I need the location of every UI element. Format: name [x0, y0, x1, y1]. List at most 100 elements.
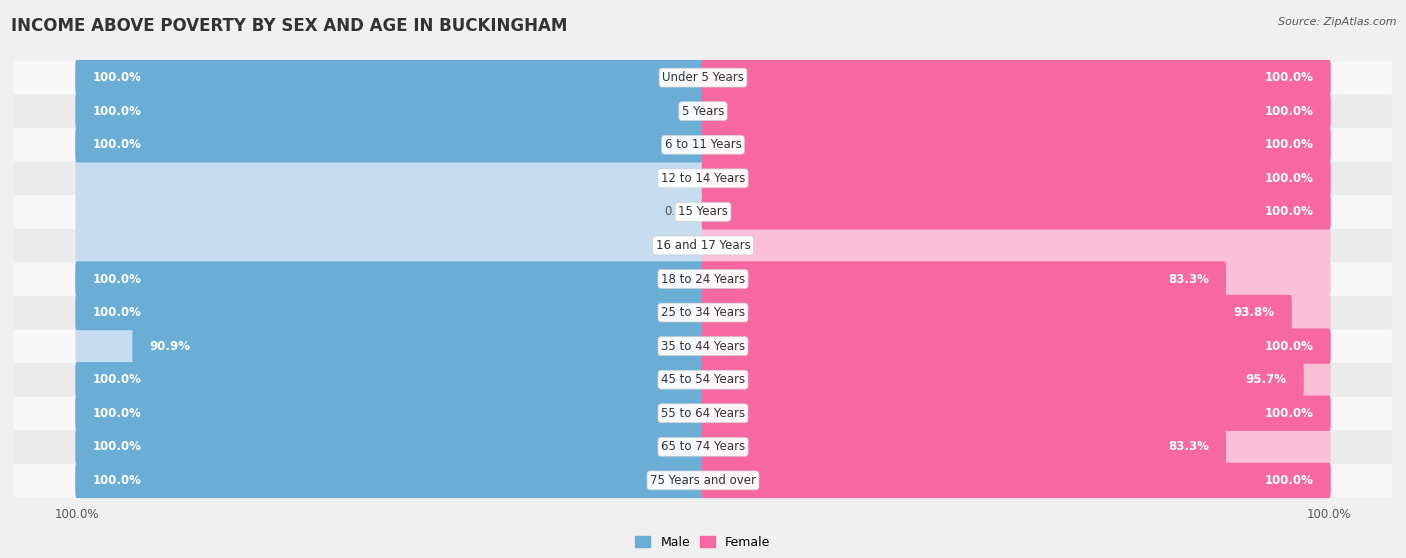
- Text: 100.0%: 100.0%: [93, 138, 141, 151]
- Text: 75 Years and over: 75 Years and over: [650, 474, 756, 487]
- FancyBboxPatch shape: [76, 228, 704, 263]
- FancyBboxPatch shape: [702, 60, 1330, 95]
- FancyBboxPatch shape: [702, 60, 1330, 95]
- FancyBboxPatch shape: [14, 262, 1392, 296]
- FancyBboxPatch shape: [702, 94, 1330, 129]
- FancyBboxPatch shape: [702, 362, 1330, 397]
- Text: 100.0%: 100.0%: [93, 373, 141, 386]
- FancyBboxPatch shape: [76, 161, 704, 196]
- FancyBboxPatch shape: [702, 396, 1330, 431]
- FancyBboxPatch shape: [702, 463, 1330, 498]
- Text: 35 to 44 Years: 35 to 44 Years: [661, 340, 745, 353]
- Text: 100.0%: 100.0%: [93, 440, 141, 453]
- Text: 100.0%: 100.0%: [93, 407, 141, 420]
- FancyBboxPatch shape: [76, 94, 704, 129]
- Text: Under 5 Years: Under 5 Years: [662, 71, 744, 84]
- FancyBboxPatch shape: [702, 228, 1330, 263]
- FancyBboxPatch shape: [76, 60, 704, 95]
- FancyBboxPatch shape: [702, 127, 1330, 162]
- FancyBboxPatch shape: [702, 261, 1330, 297]
- FancyBboxPatch shape: [702, 329, 1330, 364]
- Text: 100.0%: 100.0%: [1265, 340, 1313, 353]
- FancyBboxPatch shape: [702, 261, 1226, 297]
- Text: 83.3%: 83.3%: [1168, 440, 1209, 453]
- Text: INCOME ABOVE POVERTY BY SEX AND AGE IN BUCKINGHAM: INCOME ABOVE POVERTY BY SEX AND AGE IN B…: [11, 17, 568, 35]
- Text: 0.0%: 0.0%: [664, 239, 693, 252]
- FancyBboxPatch shape: [14, 329, 1392, 363]
- Text: 5 Years: 5 Years: [682, 105, 724, 118]
- FancyBboxPatch shape: [76, 463, 704, 498]
- FancyBboxPatch shape: [76, 329, 704, 364]
- FancyBboxPatch shape: [702, 429, 1226, 464]
- Text: 100.0%: 100.0%: [93, 71, 141, 84]
- FancyBboxPatch shape: [14, 161, 1392, 195]
- FancyBboxPatch shape: [14, 94, 1392, 128]
- Text: 100.0%: 100.0%: [93, 105, 141, 118]
- FancyBboxPatch shape: [76, 362, 704, 397]
- FancyBboxPatch shape: [76, 362, 704, 397]
- FancyBboxPatch shape: [76, 261, 704, 297]
- FancyBboxPatch shape: [14, 397, 1392, 430]
- Text: 12 to 14 Years: 12 to 14 Years: [661, 172, 745, 185]
- FancyBboxPatch shape: [14, 195, 1392, 229]
- FancyBboxPatch shape: [76, 429, 704, 464]
- FancyBboxPatch shape: [14, 464, 1392, 497]
- FancyBboxPatch shape: [14, 363, 1392, 397]
- Text: 45 to 54 Years: 45 to 54 Years: [661, 373, 745, 386]
- Text: Source: ZipAtlas.com: Source: ZipAtlas.com: [1278, 17, 1396, 27]
- FancyBboxPatch shape: [76, 60, 704, 95]
- FancyBboxPatch shape: [76, 396, 704, 431]
- FancyBboxPatch shape: [76, 94, 704, 129]
- FancyBboxPatch shape: [702, 362, 1303, 397]
- Text: 0.0%: 0.0%: [664, 205, 693, 218]
- FancyBboxPatch shape: [702, 429, 1330, 464]
- FancyBboxPatch shape: [702, 127, 1330, 162]
- FancyBboxPatch shape: [702, 194, 1330, 229]
- Text: 100.0%: 100.0%: [1265, 138, 1313, 151]
- Text: 100.0%: 100.0%: [1265, 71, 1313, 84]
- Text: 95.7%: 95.7%: [1246, 373, 1286, 386]
- FancyBboxPatch shape: [14, 61, 1392, 94]
- FancyBboxPatch shape: [702, 161, 1330, 196]
- FancyBboxPatch shape: [76, 127, 704, 162]
- Text: 100.0%: 100.0%: [93, 306, 141, 319]
- Text: 90.9%: 90.9%: [149, 340, 190, 353]
- FancyBboxPatch shape: [702, 94, 1330, 129]
- FancyBboxPatch shape: [14, 296, 1392, 329]
- FancyBboxPatch shape: [76, 429, 704, 464]
- Text: 83.3%: 83.3%: [1168, 272, 1209, 286]
- Text: 100.0%: 100.0%: [1265, 407, 1313, 420]
- Text: 100.0%: 100.0%: [1265, 474, 1313, 487]
- FancyBboxPatch shape: [702, 329, 1330, 364]
- Text: 0.0%: 0.0%: [664, 172, 693, 185]
- FancyBboxPatch shape: [132, 329, 704, 364]
- FancyBboxPatch shape: [76, 127, 704, 162]
- Text: 100.0%: 100.0%: [93, 474, 141, 487]
- FancyBboxPatch shape: [702, 295, 1330, 330]
- Text: 93.8%: 93.8%: [1234, 306, 1275, 319]
- Text: 100.0%: 100.0%: [1265, 105, 1313, 118]
- FancyBboxPatch shape: [76, 463, 704, 498]
- FancyBboxPatch shape: [76, 295, 704, 330]
- FancyBboxPatch shape: [702, 194, 1330, 229]
- Legend: Male, Female: Male, Female: [630, 531, 776, 554]
- Text: 0.0%: 0.0%: [713, 239, 742, 252]
- FancyBboxPatch shape: [14, 229, 1392, 262]
- Text: 15 Years: 15 Years: [678, 205, 728, 218]
- FancyBboxPatch shape: [702, 295, 1292, 330]
- FancyBboxPatch shape: [76, 295, 704, 330]
- Text: 100.0%: 100.0%: [1265, 205, 1313, 218]
- FancyBboxPatch shape: [702, 396, 1330, 431]
- FancyBboxPatch shape: [14, 430, 1392, 464]
- Text: 55 to 64 Years: 55 to 64 Years: [661, 407, 745, 420]
- Text: 18 to 24 Years: 18 to 24 Years: [661, 272, 745, 286]
- Text: 100.0%: 100.0%: [93, 272, 141, 286]
- FancyBboxPatch shape: [702, 161, 1330, 196]
- FancyBboxPatch shape: [702, 463, 1330, 498]
- FancyBboxPatch shape: [76, 194, 704, 229]
- Text: 6 to 11 Years: 6 to 11 Years: [665, 138, 741, 151]
- Text: 100.0%: 100.0%: [1265, 172, 1313, 185]
- Text: 16 and 17 Years: 16 and 17 Years: [655, 239, 751, 252]
- FancyBboxPatch shape: [76, 396, 704, 431]
- FancyBboxPatch shape: [14, 128, 1392, 161]
